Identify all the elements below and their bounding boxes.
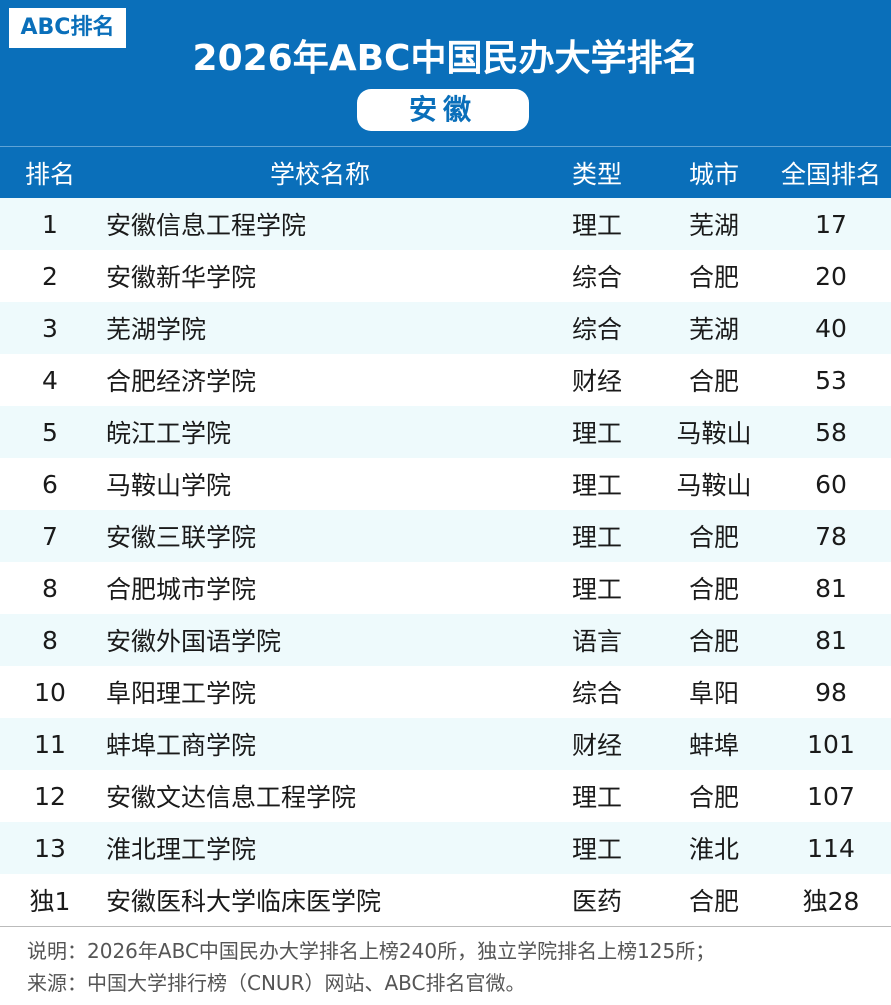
- cell-rank: 5: [42, 417, 58, 447]
- cell-type: 综合: [571, 679, 622, 708]
- cell-school-name: 安徽信息工程学院: [106, 211, 307, 240]
- cell-school-name: 马鞍山学院: [106, 471, 232, 500]
- cell-city: 马鞍山: [676, 419, 752, 448]
- cell-type: 理工: [571, 419, 622, 448]
- cell-rank: 4: [42, 365, 58, 395]
- cell-national-rank: 78: [815, 521, 847, 551]
- table-body: 1 安徽信息工程学院 理工 芜湖 17 2 安徽新华学院 综合 合肥 20 3 芜湖学院 综合 芜湖 40 4…: [0, 198, 891, 926]
- table-header: 排名 学校名称 类型 城市 全国排名: [0, 146, 891, 198]
- table-row: 6 马鞍山学院 理工 马鞍山 60: [0, 458, 891, 510]
- cell-national-rank: 114: [807, 833, 855, 863]
- table-row: 2 安徽新华学院 综合 合肥 20: [0, 250, 891, 302]
- brand-logo: ABC排名: [9, 8, 126, 48]
- cell-rank: 1: [42, 209, 58, 239]
- cell-school-name: 安徽外国语学院: [106, 627, 282, 656]
- cell-city: 蚌埠: [688, 731, 739, 760]
- table-row: 3 芜湖学院 综合 芜湖 40: [0, 302, 891, 354]
- cell-national-rank: 20: [815, 261, 847, 291]
- cell-school-name: 蚌埠工商学院: [106, 731, 257, 760]
- footer-note: 说明：2026年ABC中国民办大学排名上榜240所，独立学院排名上榜125所；: [27, 939, 716, 963]
- cell-city: 淮北: [688, 835, 739, 864]
- cell-rank: 11: [34, 729, 66, 759]
- cell-type: 理工: [571, 575, 622, 604]
- cell-type: 综合: [571, 263, 622, 292]
- cell-city: 合肥: [688, 887, 739, 916]
- cell-type: 理工: [571, 211, 622, 240]
- column-header-type: 类型: [571, 159, 622, 189]
- cell-city: 合肥: [688, 523, 739, 552]
- cell-rank: 独1: [29, 887, 71, 916]
- table-row: 独1 安徽医科大学临床医学院 医药 合肥 独28: [0, 874, 891, 926]
- table-row: 12 安徽文达信息工程学院 理工 合肥 107: [0, 770, 891, 822]
- cell-national-rank: 40: [815, 313, 847, 343]
- cell-school-name: 安徽医科大学临床医学院: [106, 887, 382, 916]
- cell-type: 综合: [571, 315, 622, 344]
- page-title: 2026年ABC中国民办大学排名: [192, 38, 699, 79]
- cell-school-name: 合肥经济学院: [106, 367, 257, 396]
- cell-national-rank: 53: [815, 365, 847, 395]
- region-badge: 安徽: [357, 89, 529, 131]
- cell-city: 合肥: [688, 627, 739, 656]
- cell-national-rank: 98: [815, 677, 847, 707]
- cell-rank: 6: [42, 469, 58, 499]
- cell-rank: 3: [42, 313, 58, 343]
- table-row: 1 安徽信息工程学院 理工 芜湖 17: [0, 198, 891, 250]
- cell-city: 合肥: [688, 367, 739, 396]
- cell-city: 合肥: [688, 783, 739, 812]
- cell-rank: 10: [34, 677, 66, 707]
- cell-rank: 12: [34, 781, 66, 811]
- cell-type: 财经: [571, 367, 622, 396]
- footer-notes: 说明：2026年ABC中国民办大学排名上榜240所，独立学院排名上榜125所； …: [0, 926, 891, 1005]
- cell-rank: 13: [34, 833, 66, 863]
- table-row: 8 合肥城市学院 理工 合肥 81: [0, 562, 891, 614]
- column-header-rank: 排名: [24, 159, 75, 189]
- column-header-city: 城市: [688, 159, 739, 189]
- cell-city: 芜湖: [688, 315, 739, 344]
- cell-type: 医药: [571, 887, 622, 916]
- cell-school-name: 安徽文达信息工程学院: [106, 783, 357, 812]
- cell-rank: 7: [42, 521, 58, 551]
- cell-national-rank: 17: [815, 209, 847, 239]
- table-row: 4 合肥经济学院 财经 合肥 53: [0, 354, 891, 406]
- cell-type: 理工: [571, 783, 622, 812]
- cell-type: 理工: [571, 471, 622, 500]
- footer-source: 来源：中国大学排行榜（CNUR）网站、ABC排名官微。: [27, 971, 526, 995]
- cell-city: 阜阳: [688, 679, 739, 708]
- cell-school-name: 芜湖学院: [106, 315, 207, 344]
- cell-city: 合肥: [688, 263, 739, 292]
- cell-school-name: 阜阳理工学院: [106, 679, 257, 708]
- cell-city: 合肥: [688, 575, 739, 604]
- cell-rank: 2: [42, 261, 58, 291]
- cell-school-name: 合肥城市学院: [106, 575, 257, 604]
- table-row: 11 蚌埠工商学院 财经 蚌埠 101: [0, 718, 891, 770]
- cell-city: 马鞍山: [676, 471, 752, 500]
- cell-national-rank: 58: [815, 417, 847, 447]
- cell-national-rank: 81: [815, 573, 847, 603]
- cell-city: 芜湖: [688, 211, 739, 240]
- table-row: 8 安徽外国语学院 语言 合肥 81: [0, 614, 891, 666]
- table-row: 10 阜阳理工学院 综合 阜阳 98: [0, 666, 891, 718]
- cell-rank: 8: [42, 573, 58, 603]
- cell-type: 理工: [571, 523, 622, 552]
- table-row: 13 淮北理工学院 理工 淮北 114: [0, 822, 891, 874]
- cell-school-name: 安徽新华学院: [106, 263, 257, 292]
- cell-school-name: 安徽三联学院: [106, 523, 257, 552]
- cell-type: 语言: [571, 627, 622, 656]
- cell-national-rank: 独28: [802, 887, 860, 916]
- cell-school-name: 淮北理工学院: [106, 835, 257, 864]
- table-row: 7 安徽三联学院 理工 合肥 78: [0, 510, 891, 562]
- cell-type: 财经: [571, 731, 622, 760]
- cell-national-rank: 81: [815, 625, 847, 655]
- header-banner: ABC排名 2026年ABC中国民办大学排名 安徽: [0, 0, 891, 146]
- column-header-national-rank: 全国排名: [780, 159, 881, 189]
- cell-rank: 8: [42, 625, 58, 655]
- cell-national-rank: 60: [815, 469, 847, 499]
- cell-national-rank: 107: [807, 781, 855, 811]
- table-row: 5 皖江工学院 理工 马鞍山 58: [0, 406, 891, 458]
- cell-type: 理工: [571, 835, 622, 864]
- cell-school-name: 皖江工学院: [106, 419, 232, 448]
- column-header-school: 学校名称: [269, 159, 370, 189]
- cell-national-rank: 101: [807, 729, 855, 759]
